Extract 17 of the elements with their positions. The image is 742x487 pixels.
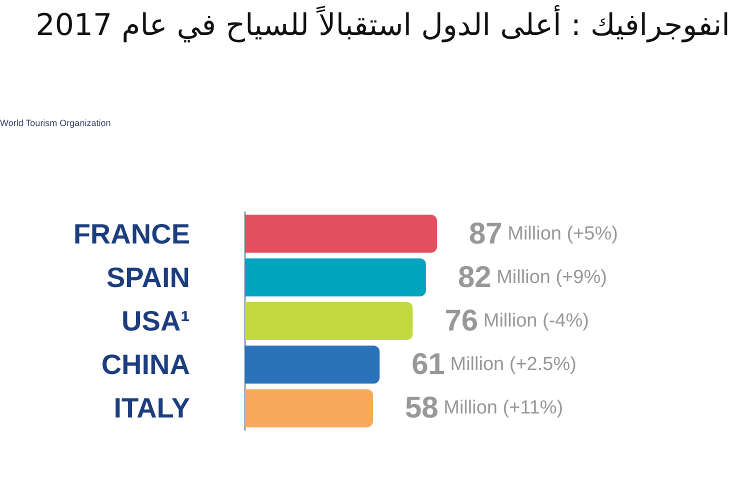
data-label: 58 Million (+11%) [405, 392, 564, 425]
data-label: 61 Million (+2.5%) [412, 348, 576, 382]
bar [245, 389, 373, 428]
bar [245, 302, 413, 340]
text: World Tourism Organization [0, 118, 111, 128]
y-tick-label: ITALY [114, 392, 190, 424]
bar [245, 258, 426, 296]
bar [245, 214, 437, 253]
y-tick-label: CHINA [101, 349, 190, 380]
chart-title: انفوجرافيك : أعلى الدول استقبالاً للسياح في عام 2017 [34, 6, 730, 45]
bar [245, 346, 380, 384]
data-label: 76 Million (-4%) [444, 304, 589, 338]
y-tick-label: FRANCE [73, 218, 190, 250]
data-label: 82 Million (+9%) [458, 260, 607, 294]
y-tick-label: USA¹ [122, 306, 190, 336]
data-label: 87 Million (+5%) [469, 217, 618, 250]
y-tick-label: SPAIN [106, 262, 190, 293]
